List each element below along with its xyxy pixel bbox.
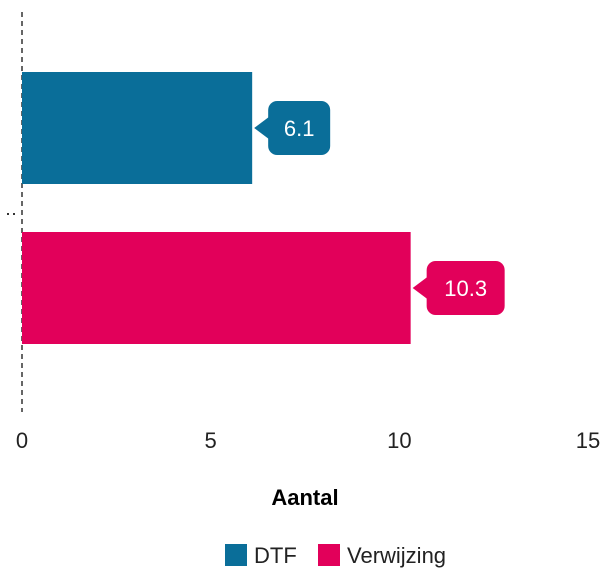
x-axis-title: Aantal [271, 485, 338, 510]
x-tick-label: 10 [387, 428, 411, 453]
data-label-dtf: 6.1 [284, 116, 315, 141]
legend-swatch-verwijzing [318, 544, 340, 566]
x-axis-ticks: 0 5 10 15 [16, 428, 600, 453]
x-tick-label: 15 [576, 428, 600, 453]
legend-label-dtf: DTF [254, 543, 297, 568]
bar-verwijzing [22, 232, 411, 344]
legend-swatch-dtf [225, 544, 247, 566]
data-label-bubble [426, 261, 505, 315]
x-tick-label: 0 [16, 428, 28, 453]
data-label-bubble [268, 101, 331, 155]
y-axis-tick-mark [13, 213, 15, 215]
data-label-pointer [412, 276, 429, 300]
legend-label-verwijzing: Verwijzing [347, 543, 446, 568]
bar-dtf [22, 72, 253, 184]
legend: DTF Verwijzing [225, 543, 446, 568]
data-label-pointer [254, 116, 271, 140]
x-tick-label: 5 [205, 428, 217, 453]
bar-group: 6.1 10.3 [22, 72, 505, 344]
data-label-verwijzing: 10.3 [444, 276, 487, 301]
y-axis-tick-mark [7, 213, 9, 215]
